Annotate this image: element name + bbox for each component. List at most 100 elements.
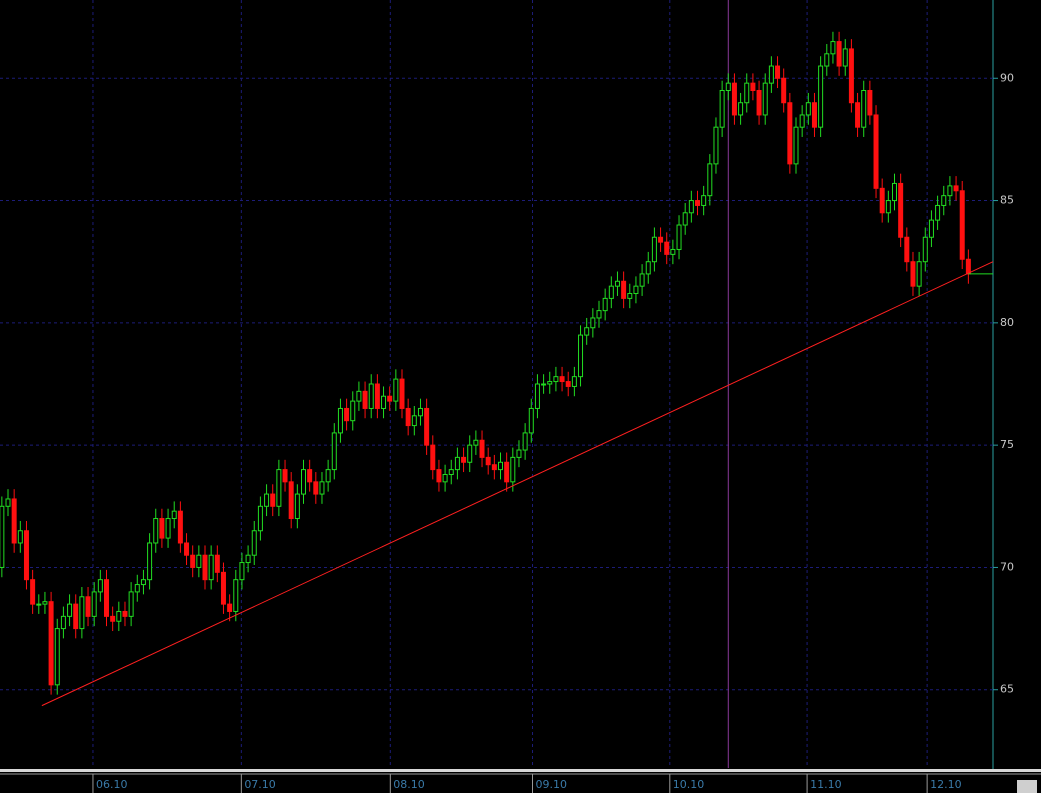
candle-body [682,212,688,226]
candle-body [695,200,701,206]
candle-body [818,65,824,128]
candle-body [498,461,504,471]
candle-body [559,376,565,383]
candle-body [97,579,103,593]
candle-body [898,182,904,238]
candle-body [793,126,799,165]
candle-body [664,241,670,255]
candle-body [670,248,676,255]
candle-body [36,603,42,606]
candle-body [910,261,916,287]
candle-body [208,554,214,581]
candle-body [959,190,965,260]
candle-body [60,615,66,630]
candle-body [596,310,602,319]
candle-body [110,615,116,622]
candle-body [140,579,146,586]
y-tick-label: 90 [1000,71,1014,84]
candle-body [688,200,694,214]
candle-body [362,390,368,409]
candle-body [245,554,251,564]
candle-body [165,518,171,539]
candle-body [756,89,762,116]
candle-body [177,510,183,544]
candle-body [5,498,11,507]
x-tick-label: 11.10 [810,778,842,791]
candle-body [73,603,79,630]
candle-body [873,114,879,189]
candle-body [584,327,590,336]
candle-body [928,219,934,238]
candle-body [725,82,731,91]
candle-body [17,530,23,544]
candle-body [190,554,196,568]
candle-body [79,596,85,630]
candle-body [436,469,442,483]
candle-body [565,381,571,387]
candle-body [313,481,319,495]
candle-body [805,102,811,116]
candle-body [0,505,5,568]
candle-body [350,400,356,422]
candle-body [393,378,399,402]
candle-body [571,376,577,387]
candle-body [541,383,547,386]
candle-body [639,273,645,287]
x-tick-label: 07.10 [244,778,275,791]
candle-body [713,126,719,165]
candle-body [104,579,110,617]
candle-body [251,530,257,556]
candle-body [239,562,245,581]
y-tick-label: 80 [1000,316,1014,329]
candle-body [534,383,540,409]
candle-body [491,464,497,471]
candle-body [368,383,374,409]
candle-body [787,102,793,165]
candle-body [885,200,891,214]
candle-body [233,579,239,612]
candle-body [504,461,510,483]
x-tick-label: 08.10 [393,778,425,791]
candle-body [122,610,128,617]
candle-body [848,48,854,104]
candle-body [374,383,380,409]
x-tick-label: 09.10 [536,778,568,791]
candle-body [159,518,165,539]
candle-body [719,89,725,128]
candle-body [953,185,959,192]
y-tick-label: 75 [1000,438,1014,451]
x-tick-label: 06.10 [96,778,128,791]
corner-button[interactable] [1017,780,1037,793]
candle-body [651,236,657,263]
candle-body [744,82,750,104]
candle-body [781,77,787,104]
candle-body [707,163,713,197]
candle-body [479,439,485,458]
candle-body [578,334,584,378]
candle-body [516,449,522,458]
candle-body [731,82,737,116]
candle-body [356,390,362,402]
candle-body [627,293,633,299]
candle-body [947,185,953,197]
candle-body [916,261,922,287]
candle-body [264,493,270,507]
candle-body [42,601,48,605]
candle-body [830,41,836,55]
y-tick-label: 70 [1000,560,1014,573]
candle-body [855,102,861,128]
candle-body [621,280,627,299]
candle-body [23,530,29,581]
candle-body [405,407,411,427]
candle-body [411,415,417,427]
candle-body [547,381,553,385]
candle-body [485,456,491,466]
candle-body [294,493,300,520]
candle-body [861,89,867,128]
candle-body [214,554,220,573]
candle-body [811,102,817,128]
candle-body [307,469,313,483]
candle-body [879,187,885,214]
candle-body [454,456,460,471]
